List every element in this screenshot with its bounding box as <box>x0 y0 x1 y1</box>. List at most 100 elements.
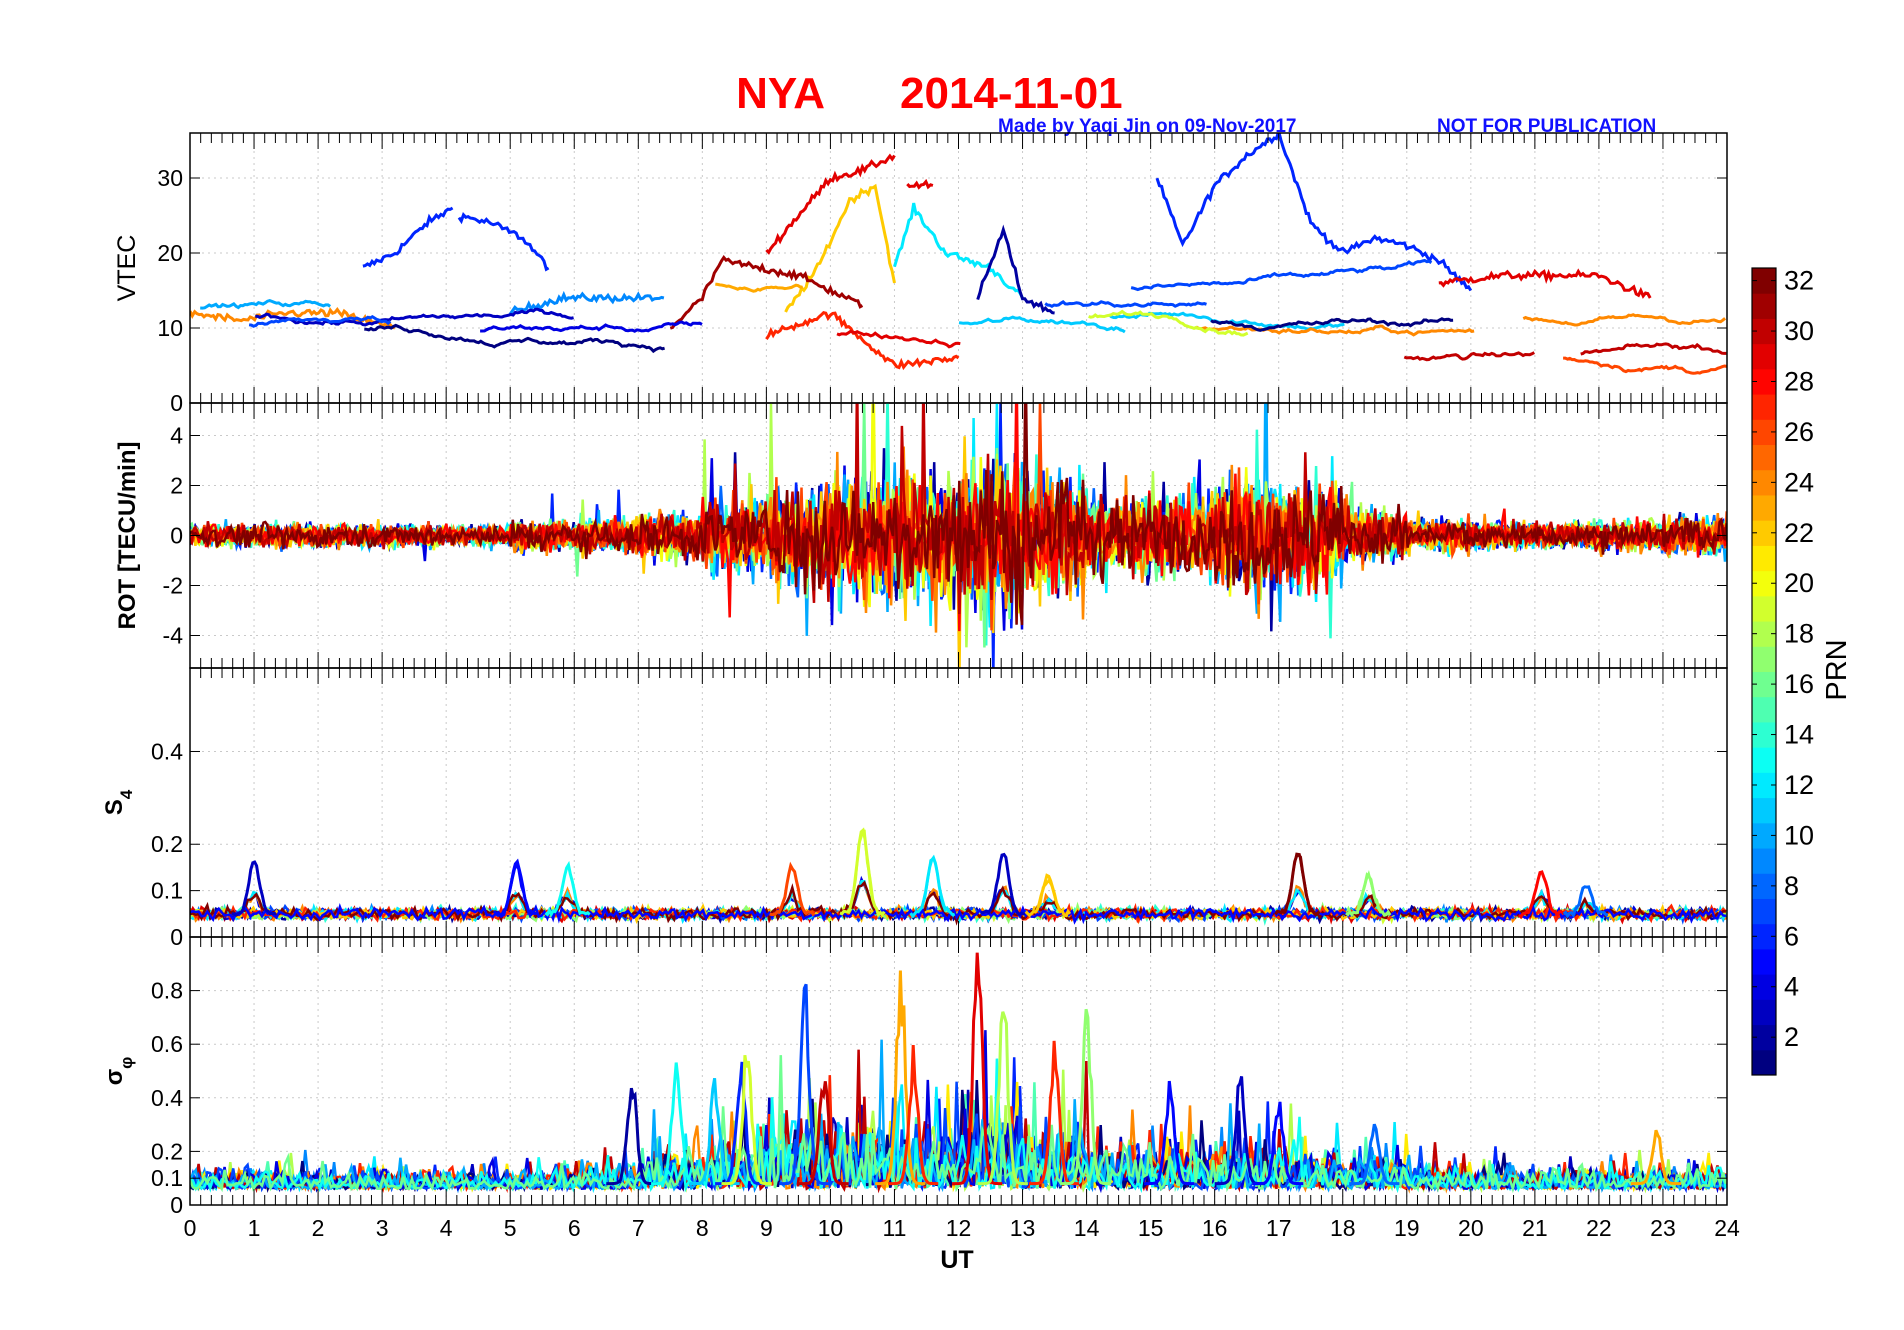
x-tick-label: 12 <box>946 1215 972 1241</box>
sigphi-series-prn-16 <box>190 1055 1727 1194</box>
s4-peak-prn-13 <box>544 860 591 918</box>
rot-ytick-label: 0 <box>170 523 183 549</box>
x-tick-label: 4 <box>440 1215 453 1241</box>
sigphi-peak-prn-23 <box>875 970 926 1186</box>
vtec-series-prn-29 <box>836 329 961 349</box>
colorbar-label: PRN <box>1821 639 1853 700</box>
s4-ylabel: S4 <box>101 789 136 815</box>
s4-series-prn-27 <box>190 902 1727 924</box>
s4-peak-prn-19 <box>839 827 886 918</box>
vtec-series-prn-30 <box>1580 342 1727 356</box>
x-tick-label: 14 <box>1074 1215 1100 1241</box>
vtec-series-prn-27 <box>765 311 960 371</box>
colorbar-tick-label: 24 <box>1784 467 1814 497</box>
colorbar-bin <box>1752 999 1776 1026</box>
sigphi-ylabel-main: σ <box>101 1069 128 1085</box>
colorbar-tick-label: 14 <box>1784 720 1814 750</box>
vtec-series-prn-26 <box>1563 356 1727 375</box>
x-tick-label: 2 <box>312 1215 325 1241</box>
x-tick-label: 8 <box>696 1215 709 1241</box>
sigphi-panel: 00.10.2 0.4 0.6 0.8 σφ <box>101 936 1728 1218</box>
sigphi-peak-prn-7 <box>779 983 830 1186</box>
rot-ytick-label: -4 <box>163 623 184 649</box>
colorbar-bin <box>1752 444 1776 471</box>
rot-ytick-label: 2 <box>170 473 183 499</box>
sigphi-peak-prn-29 <box>952 952 1003 1186</box>
vtec-ylabel: VTEC <box>113 235 141 302</box>
sigphi-ylabel: σφ <box>101 1057 136 1086</box>
colorbar-tick-label: 20 <box>1784 568 1814 598</box>
x-tick-label: 22 <box>1586 1215 1612 1241</box>
rot-ticks <box>189 403 1728 668</box>
rot-panel: -4 -2 0 2 4 ROT [TECU/min] <box>114 402 1728 669</box>
x-tick-label: 21 <box>1522 1215 1548 1241</box>
vtec-series-prn-2 <box>976 224 1055 315</box>
sigphi-peak-prn-27 <box>888 1045 939 1186</box>
s4-ticks <box>189 668 1728 938</box>
x-tick-label: 13 <box>1010 1215 1036 1241</box>
sigphi-ytick-label: 0.8 <box>151 978 183 1004</box>
s4-grid <box>189 668 1728 938</box>
rot-ytick-label: 4 <box>170 423 183 449</box>
sigphi-data <box>190 952 1727 1194</box>
vtec-panel: 0 10 20 30 VTEC <box>113 132 1728 416</box>
colorbar-tick-label: 6 <box>1784 921 1799 951</box>
s4-ytick-label: 0.2 <box>151 831 183 857</box>
vtec-series-prn-29 <box>906 178 934 190</box>
s4-peak-prn-5 <box>492 858 539 918</box>
x-tick-label: 7 <box>632 1215 645 1241</box>
colorbar-tick-label: 32 <box>1784 266 1814 296</box>
colorbar-bin <box>1752 494 1776 521</box>
vtec-grid <box>189 133 1728 404</box>
vtec-series-prn-1 <box>1210 317 1454 332</box>
s4-peak-prn-3 <box>980 852 1026 917</box>
colorbar-bin <box>1752 343 1776 370</box>
x-tick-label: 5 <box>504 1215 517 1241</box>
colorbar-bin <box>1752 595 1776 622</box>
colorbar-tick-label: 8 <box>1784 871 1799 901</box>
colorbar-tick-label: 26 <box>1784 417 1814 447</box>
vtec-series-prn-29 <box>765 153 896 255</box>
sigphi-peak-prn-17 <box>1061 1008 1112 1186</box>
x-tick-label: 9 <box>760 1215 773 1241</box>
sigphi-ylabel-sub: φ <box>117 1057 136 1069</box>
s4-ytick-label: 0.1 <box>151 878 183 904</box>
notice-text: NOT FOR PUBLICATION <box>1437 116 1656 137</box>
vtec-data <box>190 133 1727 375</box>
x-axis-label: UT <box>940 1246 973 1274</box>
vtec-series-prn-30 <box>1403 351 1535 362</box>
sigphi-peak-prn-5 <box>1144 1080 1195 1186</box>
x-tick-label: 16 <box>1202 1215 1228 1241</box>
s4-peak-prn-17 <box>1345 872 1392 918</box>
colorbar-bin <box>1752 394 1776 420</box>
s4-peak-prn-8 <box>1562 885 1609 919</box>
vtec-series-prn-22 <box>784 183 896 313</box>
s4-ylabel-sub: 4 <box>117 789 136 799</box>
sigphi-peak-prn-30 <box>798 1081 849 1186</box>
vtec-series-prn-7 <box>1044 300 1207 308</box>
x-tick-label: 17 <box>1266 1215 1292 1241</box>
x-tick-label: 0 <box>184 1215 197 1241</box>
x-tick-label: 18 <box>1330 1215 1356 1241</box>
s4-panel: 0 0.1 0.2 0.4 S4 <box>101 667 1728 950</box>
vtec-series-prn-7 <box>1130 258 1433 292</box>
sigphi-ytick-label: 0.1 <box>151 1165 183 1191</box>
s4-data <box>190 827 1727 926</box>
colorbar-tick-label: 18 <box>1784 619 1814 649</box>
vtec-series-prn-23 <box>715 282 803 293</box>
vtec-series-prn-7 <box>248 314 392 328</box>
s4-series-prn-5 <box>190 861 1727 925</box>
vtec-ticks <box>189 133 1728 404</box>
vtec-ytick-label: 10 <box>157 315 183 341</box>
rot-series-prn-32 <box>190 403 1727 626</box>
sigphi-peak-prn-18 <box>977 1011 1028 1186</box>
chart-title-date: 2014-11-01 <box>900 69 1123 118</box>
vtec-series-prn-6 <box>362 206 454 268</box>
colorbar-frame <box>1751 267 1777 1076</box>
s4-peak-prn-12 <box>909 854 956 918</box>
x-tick-label: 10 <box>818 1215 844 1241</box>
sigphi-peak-prn-5 <box>1253 1101 1304 1186</box>
vtec-series-prn-4 <box>480 320 703 333</box>
x-axis: 0 1 2 3 4 5 6 7 8 9 10 11 12 13 14 15 16 17 18 19 20 21 22 23 24 <box>184 1215 1740 1241</box>
